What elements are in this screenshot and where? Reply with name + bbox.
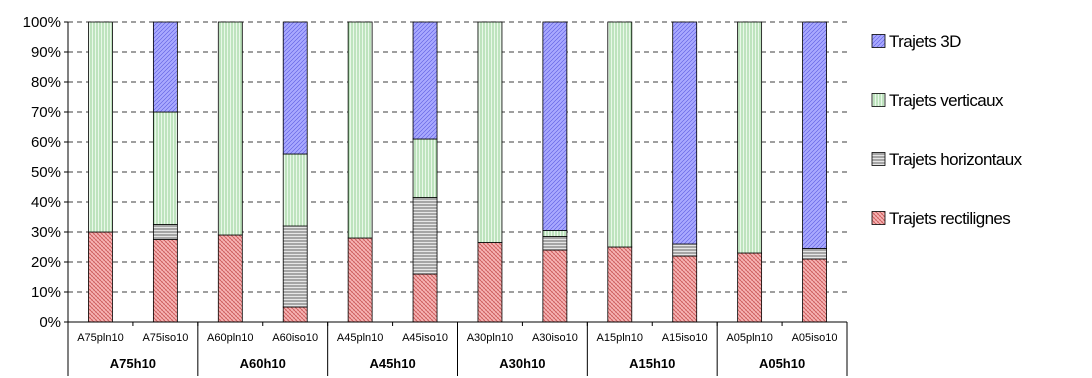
bar-segment-trajets-verticaux (217, 21, 243, 236)
legend: Trajets 3D Trajets verticaux Trajets horiz… (871, 32, 1023, 228)
bar-a45iso10 (412, 21, 438, 323)
bar-segment-trajets-horizontaux (542, 236, 568, 251)
bar-a45pln10 (347, 21, 373, 323)
bar-segment-trajets-3d (282, 21, 308, 155)
gridlines (68, 21, 847, 293)
legend-label: Trajets verticaux (889, 91, 1004, 110)
x-group-label: A60h10 (240, 356, 286, 371)
x-tick-label: A15iso10 (662, 332, 708, 344)
legend-swatch (871, 34, 886, 48)
y-tick-label: 70% (31, 104, 61, 121)
bar-segment-trajets-verticaux (282, 153, 308, 227)
x-tick-label: A60pln10 (207, 332, 254, 344)
x-tick-label: A45pln10 (337, 332, 384, 344)
bar-segment-trajets-horizontaux (672, 243, 698, 257)
y-tick-label: 100% (23, 14, 61, 31)
bar-segment-trajets-3d (152, 21, 178, 113)
legend-swatch (871, 152, 886, 166)
bar-segment-trajets-rectilignes (412, 273, 438, 323)
x-tick-label: A05pln10 (726, 332, 773, 344)
bar-segment-trajets-verticaux (88, 21, 113, 233)
y-tick-label: 20% (31, 254, 61, 271)
bar-segment-trajets-verticaux (412, 138, 438, 198)
x-tick-label: A05iso10 (792, 332, 838, 344)
bar-a15iso10 (672, 21, 698, 323)
x-tick-label: A30iso10 (532, 332, 578, 344)
x-tick-label: A75pln10 (77, 332, 124, 344)
y-tick-label: 90% (31, 44, 61, 61)
bar-segment-trajets-horizontaux (802, 248, 827, 260)
bar-segment-trajets-rectilignes (152, 239, 178, 323)
bar-a15pln10 (607, 21, 633, 323)
bar-a75iso10 (152, 21, 178, 323)
bar-segment-trajets-rectilignes (88, 231, 113, 323)
bars (88, 21, 827, 323)
bar-segment-trajets-3d (672, 21, 698, 245)
bar-segment-trajets-horizontaux (152, 224, 178, 240)
bar-segment-trajets-verticaux (607, 21, 633, 248)
x-group-label: A45h10 (369, 356, 415, 371)
x-tick-label: A45iso10 (402, 332, 448, 344)
legend-item-trajets-horizontaux: Trajets horizontaux (871, 150, 1023, 169)
legend-swatch (871, 211, 886, 225)
legend-item-trajets-3d: Trajets 3D (871, 32, 962, 51)
bar-segment-trajets-3d (802, 21, 827, 249)
bar-segment-trajets-rectilignes (217, 234, 243, 323)
bar-a75pln10 (88, 21, 113, 323)
bar-segment-trajets-horizontaux (282, 225, 308, 308)
bar-segment-trajets-rectilignes (607, 246, 633, 323)
bar-segment-trajets-horizontaux (412, 197, 438, 275)
bar-segment-trajets-verticaux (347, 21, 373, 239)
y-tick-label: 10% (31, 284, 61, 301)
x-tick-label: A75iso10 (142, 332, 188, 344)
bar-segment-trajets-verticaux (152, 111, 178, 225)
x-group-label: A75h10 (110, 356, 156, 371)
y-tick-label: 50% (31, 164, 61, 181)
bar-segment-trajets-verticaux (477, 21, 503, 243)
bar-segment-trajets-rectilignes (477, 242, 503, 323)
x-group-label: A15h10 (629, 356, 675, 371)
y-tick-label: 30% (31, 224, 61, 241)
x-group-label: A05h10 (759, 356, 805, 371)
legend-label: Trajets horizontaux (889, 150, 1023, 169)
legend-label: Trajets rectilignes (889, 209, 1010, 228)
x-tick-label: A15pln10 (597, 332, 644, 344)
bar-segment-trajets-rectilignes (347, 237, 373, 323)
x-group-label: A30h10 (499, 356, 545, 371)
y-tick-label: 0% (39, 314, 61, 331)
axes: 0% 10% 20% 30% 40% 50% 60% 70% 80% 90% 100% A75pln1… (23, 14, 848, 376)
bar-segment-trajets-3d (412, 21, 438, 140)
bar-a30iso10 (542, 21, 568, 323)
y-tick-label: 40% (31, 194, 61, 211)
bar-segment-trajets-rectilignes (542, 249, 568, 323)
y-tick-label: 80% (31, 74, 61, 91)
bar-a60iso10 (282, 21, 308, 323)
bar-segment-trajets-3d (542, 21, 568, 231)
x-tick-label: A30pln10 (467, 332, 514, 344)
bar-segment-trajets-verticaux (542, 230, 568, 237)
bar-a60pln10 (217, 21, 243, 323)
legend-item-trajets-verticaux: Trajets verticaux (871, 91, 1005, 110)
x-tick-label: A60iso10 (272, 332, 318, 344)
bar-segment-trajets-verticaux (737, 21, 763, 254)
bar-segment-trajets-rectilignes (802, 258, 827, 323)
bar-a05iso10 (802, 21, 827, 323)
bar-a30pln10 (477, 21, 503, 323)
legend-label: Trajets 3D (889, 32, 961, 51)
bar-segment-trajets-rectilignes (737, 252, 763, 323)
bar-a05pln10 (737, 21, 763, 323)
legend-item-trajets-rectilignes: Trajets rectilignes (871, 209, 1011, 228)
legend-swatch (871, 93, 886, 107)
bar-segment-trajets-rectilignes (672, 255, 698, 323)
bar-segment-trajets-rectilignes (282, 306, 308, 323)
y-tick-label: 60% (31, 134, 61, 151)
